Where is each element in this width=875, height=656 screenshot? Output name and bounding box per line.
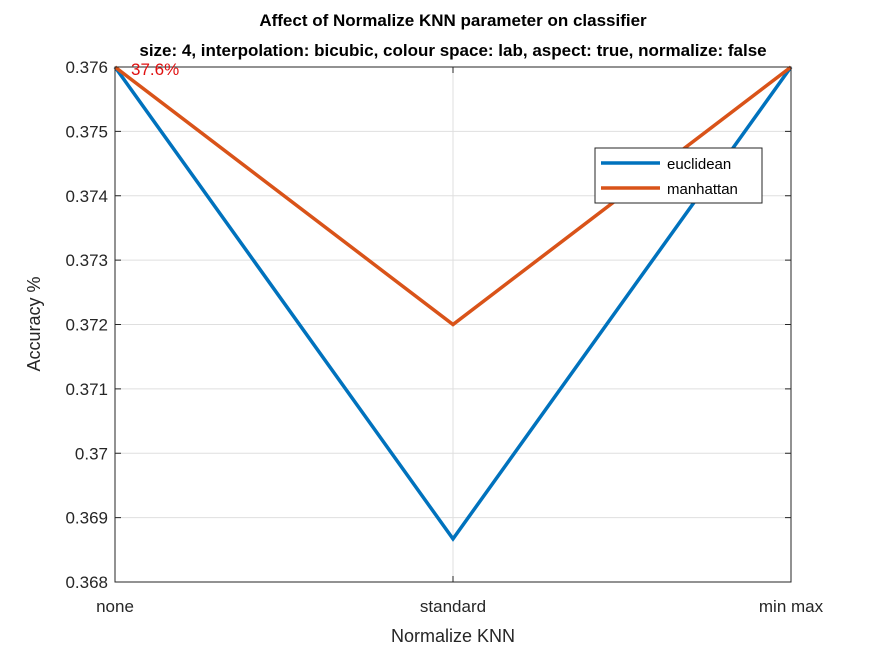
y-tick-label: 0.374 xyxy=(65,187,108,206)
chart-title: Affect of Normalize KNN parameter on cla… xyxy=(259,11,647,30)
legend-label-manhattan: manhattan xyxy=(667,181,738,198)
data-label: 37.6% xyxy=(131,60,179,79)
x-tick-label: min max xyxy=(759,597,824,616)
y-tick-label: 0.369 xyxy=(65,509,108,528)
chart-subtitle: size: 4, interpolation: bicubic, colour … xyxy=(139,41,766,60)
y-tick-label: 0.368 xyxy=(65,573,108,592)
y-tick-label: 0.372 xyxy=(65,316,108,335)
legend: euclidean manhattan xyxy=(594,147,763,204)
y-axis-label: Accuracy % xyxy=(24,276,44,371)
y-tick-label: 0.376 xyxy=(65,58,108,77)
y-tick-label: 0.373 xyxy=(65,251,108,270)
y-tick-label: 0.37 xyxy=(75,444,108,463)
legend-label-euclidean: euclidean xyxy=(667,156,731,173)
x-tick-label: none xyxy=(96,597,134,616)
annotations: 37.6% xyxy=(131,60,179,79)
y-axis-ticks: 0.368 0.369 0.37 0.371 0.372 0.373 0.374 0.375 0… xyxy=(65,58,791,592)
y-tick-label: 0.371 xyxy=(65,380,108,399)
y-tick-label: 0.375 xyxy=(65,122,108,141)
x-axis-label: Normalize KNN xyxy=(391,626,515,646)
series-line-euclidean xyxy=(113,65,793,542)
legend-box xyxy=(594,147,763,204)
x-axis-ticks: none standard min max xyxy=(96,67,824,616)
x-tick-label: standard xyxy=(420,597,486,616)
